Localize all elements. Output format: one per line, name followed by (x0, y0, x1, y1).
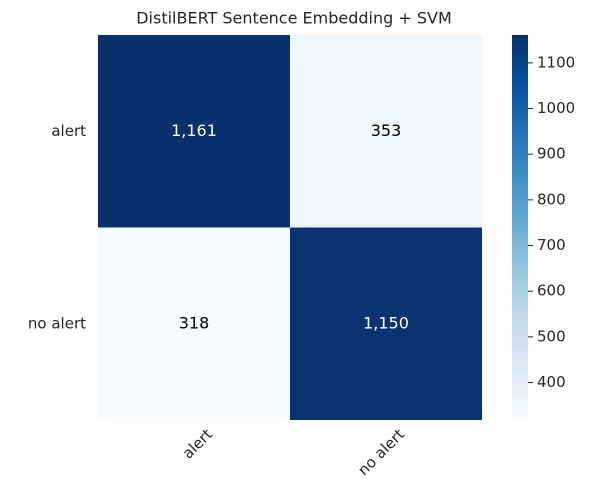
y-tick-label: no alert (28, 314, 86, 332)
colorbar-tick-label: 600 (537, 282, 566, 300)
colorbar-tick-label: 1000 (537, 99, 575, 117)
cell-label: 1,161 (171, 121, 217, 140)
colorbar-tick-label: 900 (537, 145, 566, 163)
heatmap-cell (98, 35, 290, 228)
heatmap-cell (290, 227, 482, 420)
cell-label: 318 (179, 313, 210, 332)
colorbar-tick-label: 500 (537, 327, 566, 345)
chart-title: DistilBERT Sentence Embedding + SVM (136, 9, 452, 28)
colorbar (512, 35, 528, 420)
heatmap-cell (98, 227, 290, 420)
heatmap-cell (290, 35, 482, 228)
cell-label: 353 (371, 121, 402, 140)
colorbar-tick-label: 700 (537, 236, 566, 254)
cell-label: 1,150 (363, 313, 409, 332)
colorbar-tick-label: 400 (537, 373, 566, 391)
y-tick-label: alert (51, 122, 86, 140)
colorbar-tick-label: 1100 (537, 53, 575, 71)
x-tick-label: alert (179, 425, 216, 462)
x-tick-label: no alert (354, 425, 408, 479)
colorbar-tick-label: 800 (537, 190, 566, 208)
